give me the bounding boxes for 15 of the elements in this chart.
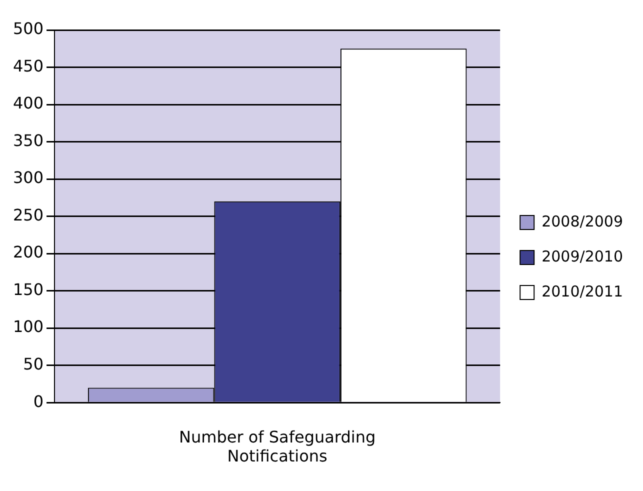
y-tick-label: 500 xyxy=(12,19,44,38)
y-tick-label: 400 xyxy=(12,94,44,113)
y-tick-label: 50 xyxy=(23,354,44,374)
legend-label: 2008/2009 xyxy=(542,212,624,230)
y-tick-label: 150 xyxy=(12,280,44,299)
legend-label: 2009/2010 xyxy=(542,247,624,266)
legend-label: 2010/2011 xyxy=(542,282,624,300)
y-tick-label: 450 xyxy=(12,56,44,76)
y-tick-label: 300 xyxy=(12,168,44,188)
y-tick-label: 100 xyxy=(12,317,44,336)
y-tick-label: 350 xyxy=(12,130,44,150)
y-tick-label: 250 xyxy=(12,205,44,224)
y-tick-label: 0 xyxy=(33,392,44,411)
y-tick-label: 200 xyxy=(12,242,44,262)
x-tick-label: Number of Safeguarding Notifications xyxy=(179,427,376,466)
